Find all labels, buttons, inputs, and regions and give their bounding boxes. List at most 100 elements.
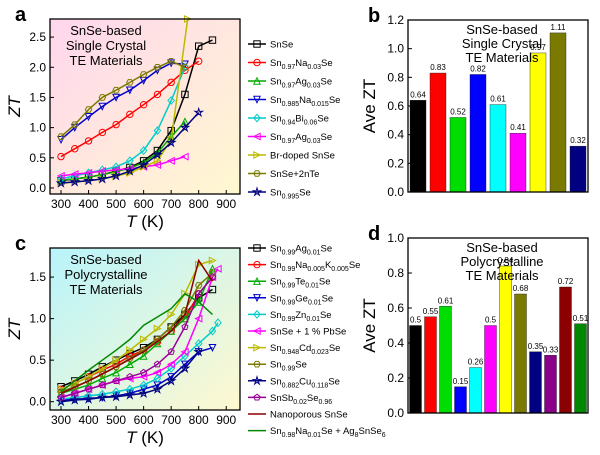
data-point [153, 156, 162, 165]
y-tick-label: 1.2 [387, 13, 404, 27]
y-tick-label: 0.4 [387, 128, 404, 142]
legend-item: SnSe [248, 40, 293, 51]
bar-value-label: 0.52 [450, 107, 466, 116]
legend-text-part: 0.948 [282, 349, 300, 356]
legend-label: Sn0.985Na0.015Se [270, 95, 340, 108]
legend: SnSeSn0.97Na0.03SeSn0.97Ag0.03SeSn0.985N… [248, 40, 340, 201]
legend-item: Sn0.99Ag0.01Se [248, 244, 332, 257]
legend-text-part: Sn [270, 114, 282, 125]
legend: Sn0.99Ag0.01SeSn0.99Na0.005K0.005SeSn0.9… [248, 244, 386, 439]
bar [549, 32, 567, 193]
data-point [84, 380, 93, 389]
legend-text-part: SnSb [270, 393, 293, 404]
legend-text-part: Sn [270, 132, 282, 143]
data-point [153, 161, 162, 170]
data-point [96, 173, 108, 184]
legend-item: Sn0.99Zn0.01Se [248, 310, 332, 323]
data-point [208, 273, 217, 281]
legend-text-part: Sn [270, 360, 282, 371]
legend-text-part: Se [299, 188, 311, 199]
data-point [70, 170, 79, 179]
legend-text-part: Se [321, 77, 333, 88]
legend-marker [253, 260, 261, 269]
legend-text-part: Sn [270, 260, 282, 271]
data-point [139, 158, 148, 167]
legend-marker [253, 343, 262, 352]
legend-text-part: Se [321, 244, 333, 255]
data-point [153, 368, 162, 377]
legend-text-part: 0.985 [282, 101, 300, 108]
legend-marker [252, 326, 261, 336]
series-2 [57, 57, 203, 161]
legend-marker [252, 132, 261, 141]
legend-label: Nanoporous SnSe [270, 410, 348, 421]
legend-text-part: Na [295, 260, 308, 271]
legend-marker [253, 113, 261, 123]
legend-text-part: 0.98 [282, 432, 296, 439]
series-11 [60, 258, 214, 395]
data-point [126, 355, 134, 362]
legend-marker [253, 170, 261, 177]
bar [454, 386, 467, 414]
x-tick-label: 900 [216, 197, 236, 211]
legend-item: SnSe + 1 % PbSe [248, 327, 346, 338]
bar-value-label: 0.35 [528, 342, 544, 351]
legend-label: Sn0.94Bi0.06Se [270, 114, 329, 127]
series-10 [57, 273, 217, 401]
data-point [139, 71, 148, 78]
data-point [98, 102, 107, 111]
data-point [153, 126, 162, 136]
data-point [213, 264, 222, 273]
axis-frame [407, 237, 589, 414]
data-point [139, 100, 148, 109]
series-line [60, 67, 186, 180]
y-tick-label: 0.0 [387, 406, 404, 420]
legend-text-part: Sn [270, 277, 282, 288]
y-tick-label: 0.6 [387, 99, 404, 113]
legend-item: Sn0.98Na0.01Se + Ag8SnSe6 [248, 426, 386, 439]
bar [409, 325, 422, 414]
data-point [194, 57, 203, 65]
data-point [180, 347, 189, 356]
y-tick-label: 0.2 [387, 371, 404, 385]
panel-a: 300 400 500 600 700 800 900 0.0 0.5 1.0 1.5 2.0 2.5 T… [5, 4, 340, 231]
bar [529, 52, 547, 193]
x-tick-label: 500 [106, 413, 126, 427]
legend-text-part: 0.94 [282, 120, 296, 127]
legend-text-part: Cu [299, 376, 311, 387]
data-point [208, 326, 217, 336]
legend-item: Sn0.995Se [248, 186, 311, 201]
legend-text-part: 8 [355, 432, 359, 439]
data-point [112, 120, 120, 129]
x-tick-label: 700 [161, 413, 181, 427]
legend-item: Sn0.97Na0.03Se [248, 58, 333, 71]
x-tick-label: 800 [189, 413, 209, 427]
y-tick-label: 1.5 [29, 90, 46, 104]
legend-item: Sn0.99Te0.01Se [248, 277, 331, 290]
x-tick-label: 900 [216, 413, 236, 427]
axis-frame [49, 18, 241, 195]
data-point [208, 256, 217, 265]
data-point [193, 346, 205, 357]
legend-text-part: 0.97 [282, 138, 296, 145]
data-point [69, 176, 81, 187]
bar-value-label: 0.82 [470, 64, 486, 73]
data-point [71, 389, 79, 397]
data-point [112, 356, 121, 365]
bar [424, 316, 437, 414]
x-tick-label: 800 [189, 197, 209, 211]
data-point [139, 385, 148, 394]
x-tick-label: 400 [79, 413, 99, 427]
y-tick-label: 1.0 [29, 121, 46, 135]
series-line [60, 62, 185, 141]
legend-text-part: 0.118 [311, 382, 328, 389]
legend-label: SnSe [270, 40, 293, 51]
panel-title-line: Single Crystal [66, 38, 146, 53]
x-axis-unit: (K) [137, 212, 164, 231]
data-point [98, 170, 107, 179]
data-point [181, 289, 190, 298]
legend-text-part: 0.99 [282, 283, 296, 290]
bar [559, 286, 572, 414]
data-point [139, 335, 148, 344]
